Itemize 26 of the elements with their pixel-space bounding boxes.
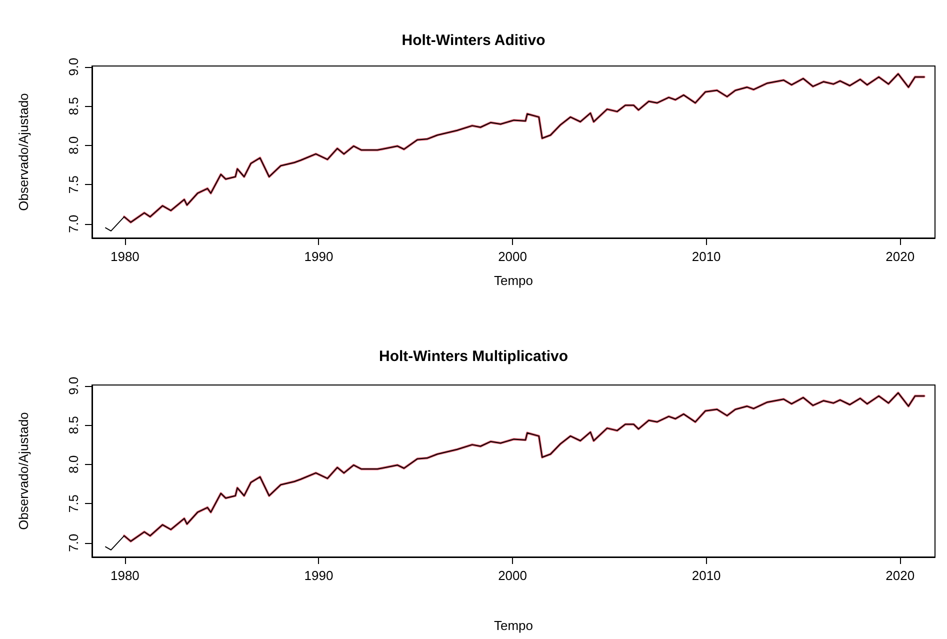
x-tick-label: 1980: [110, 249, 140, 264]
y-tick-label: 7.0: [66, 214, 81, 233]
y-axis-title: Observado/Ajustado: [16, 412, 31, 530]
y-tick-label: 8.5: [66, 416, 81, 434]
y-tick-label: 8.0: [66, 136, 81, 154]
y-tick-label: 8.0: [66, 455, 81, 474]
x-tick-label: 2000: [498, 249, 527, 264]
y-tick-label: 7.5: [66, 176, 81, 194]
y-tick-label: 7.5: [66, 494, 81, 513]
x-axis-title: Tempo: [494, 618, 534, 633]
x-tick-label: 1990: [304, 568, 334, 583]
x-tick-label: 1990: [304, 249, 334, 264]
y-tick-label: 9.0: [66, 376, 81, 395]
x-tick-label: 2000: [498, 568, 527, 583]
x-tick-label: 2020: [886, 568, 915, 583]
x-tick-label: 2010: [692, 568, 721, 583]
y-tick-label: 9.0: [66, 58, 81, 76]
chart-title: Holt-Winters Multiplicativo: [378, 348, 568, 365]
x-tick-label: 1980: [110, 568, 140, 583]
chart-title: Holt-Winters Aditivo: [402, 32, 546, 49]
x-tick-label: 2020: [886, 249, 915, 264]
x-tick-label: 2010: [692, 249, 721, 264]
y-axis-title: Observado/Ajustado: [16, 93, 31, 211]
y-tick-label: 7.0: [66, 534, 81, 552]
y-tick-label: 8.5: [66, 97, 81, 116]
x-axis-title: Tempo: [494, 273, 534, 288]
